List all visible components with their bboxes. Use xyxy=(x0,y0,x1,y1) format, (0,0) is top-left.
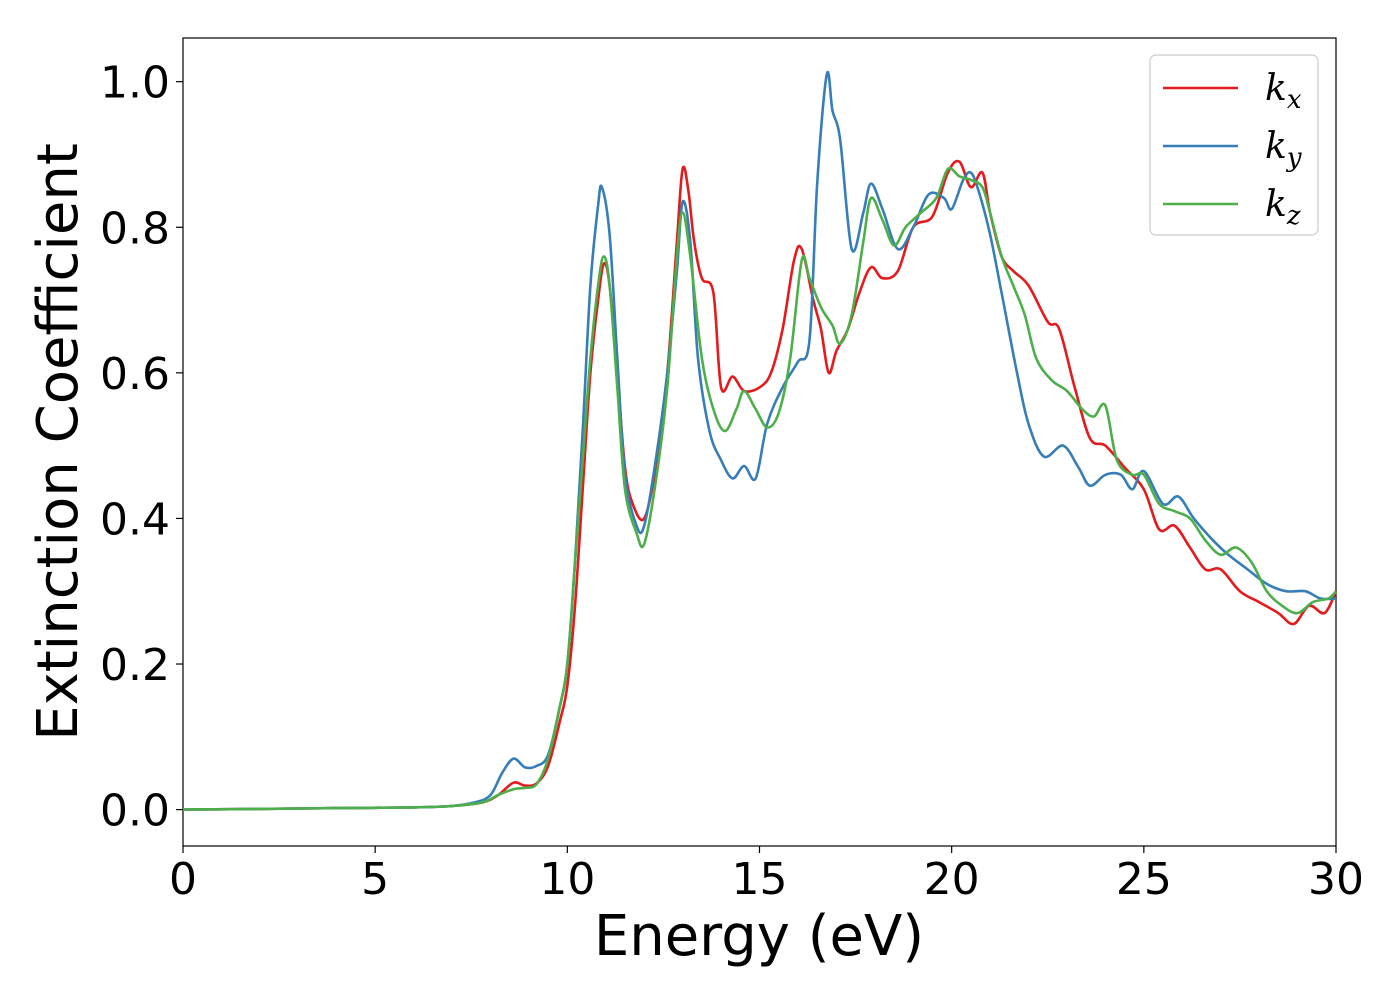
legend-label-base: k xyxy=(1265,184,1287,225)
series-lines xyxy=(182,70,1338,811)
y-axis-ticks: 0.0 0.2 0.4 0.6 0.8 1.0 xyxy=(100,58,183,837)
y-tick-label: 0.2 xyxy=(100,640,170,691)
x-tick-label: 10 xyxy=(539,854,595,905)
legend-label-kx: kx xyxy=(1265,68,1302,115)
legend-label-base: k xyxy=(1265,126,1287,167)
series-line-kx xyxy=(182,159,1338,811)
legend-label-subscript: y xyxy=(1286,143,1302,173)
y-tick-label: 0.8 xyxy=(100,203,170,254)
x-tick-label: 15 xyxy=(732,854,788,905)
x-tick-label: 0 xyxy=(169,854,197,905)
y-axis-label: Extinction Coefficient xyxy=(26,143,91,741)
y-tick-label: 1.0 xyxy=(100,58,170,109)
series-line-kz xyxy=(182,166,1337,811)
x-axis-ticks: 0 5 10 15 20 25 30 xyxy=(169,846,1364,905)
legend-label-subscript: x xyxy=(1287,85,1302,115)
x-tick-label: 30 xyxy=(1308,854,1364,905)
legend-label-kz: kz xyxy=(1265,184,1301,231)
x-axis-label: Energy (eV) xyxy=(594,904,924,969)
legend-label-base: k xyxy=(1265,68,1287,109)
x-tick-label: 5 xyxy=(361,854,389,905)
y-tick-label: 0.0 xyxy=(100,786,170,837)
x-tick-label: 25 xyxy=(1116,854,1172,905)
x-tick-label: 20 xyxy=(924,854,980,905)
y-tick-label: 0.4 xyxy=(100,494,170,545)
legend-label-subscript: z xyxy=(1286,201,1301,231)
y-tick-label: 0.6 xyxy=(100,349,170,400)
legend-label-ky: ky xyxy=(1265,126,1302,173)
